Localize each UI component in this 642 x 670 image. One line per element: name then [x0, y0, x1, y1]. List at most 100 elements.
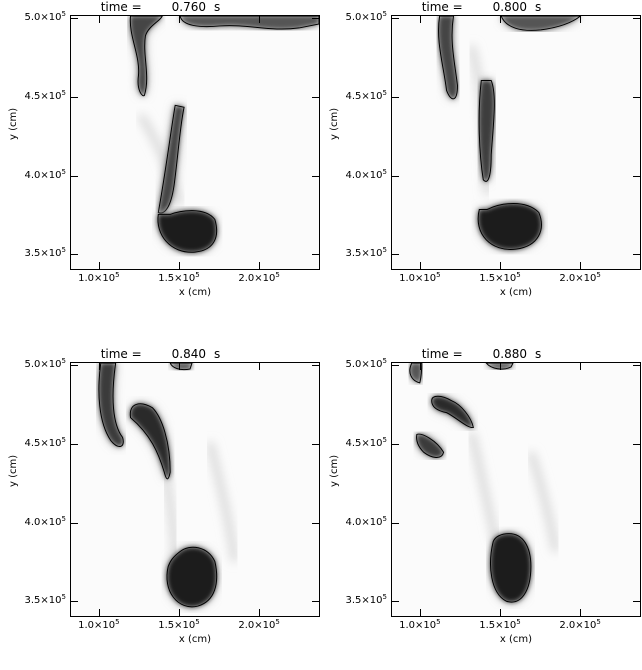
y-tick-label: 4.5×105 — [24, 435, 66, 449]
y-tick-mark — [312, 254, 320, 256]
x-tick-mark — [580, 609, 582, 617]
x-axis-label: x (cm) — [178, 634, 212, 645]
panel-0: time = 0.760 s 5.0×105 4.5×105 4.0×105 3.5×105… — [0, 0, 321, 323]
x-axis-label: x (cm) — [499, 287, 533, 298]
y-axis-label: y (cm) — [329, 454, 340, 487]
x-tick-mark — [98, 15, 100, 23]
y-tick-mark — [391, 601, 399, 603]
y-axis-label: y (cm) — [329, 107, 340, 140]
x-tick-mark — [178, 262, 180, 270]
y-tick-mark — [391, 365, 399, 367]
density-field — [98, 363, 238, 608]
bubble-contour — [157, 210, 218, 253]
x-tick-mark — [419, 362, 421, 370]
time-value: 0.880 — [492, 347, 528, 361]
x-tick-mark — [580, 15, 582, 23]
y-tick-mark — [633, 18, 641, 20]
y-tick-label: 3.5×105 — [345, 593, 387, 607]
y-tick-label: 4.0×105 — [24, 514, 66, 528]
x-axis-label: x (cm) — [178, 287, 212, 298]
bubble-contour — [431, 395, 474, 428]
bubble-contour — [98, 363, 124, 447]
bubble-fill — [490, 533, 531, 603]
y-tick-mark — [633, 254, 641, 256]
panel-title: time = 0.800 s — [321, 0, 642, 14]
bubble-contour — [490, 533, 532, 603]
y-tick-mark — [312, 443, 320, 445]
y-tick-mark — [633, 175, 641, 177]
x-tick-mark — [419, 262, 421, 270]
x-tick-mark — [98, 362, 100, 370]
bubble-fill — [130, 16, 163, 96]
x-tick-label: 1.0×105 — [399, 271, 441, 284]
x-tick-label: 1.0×105 — [78, 271, 120, 284]
x-tick-label: 1.0×105 — [399, 618, 441, 631]
y-tick-label: 4.0×105 — [345, 514, 387, 528]
time-value: 0.760 — [171, 0, 207, 14]
bubble-fill — [180, 16, 319, 30]
bubble-fill — [486, 363, 514, 370]
density-field — [129, 16, 319, 253]
x-tick-mark — [259, 609, 261, 617]
y-tick-mark — [70, 522, 78, 524]
title-prefix: time = — [100, 0, 142, 14]
bubble-fill — [98, 363, 124, 447]
y-tick-mark — [70, 18, 78, 20]
x-tick-label: 1.0×105 — [78, 618, 120, 631]
plot-area — [70, 15, 320, 270]
y-tick-mark — [312, 365, 320, 367]
y-tick-mark — [70, 175, 78, 177]
bubble-fill — [501, 16, 581, 31]
y-tick-mark — [312, 96, 320, 98]
y-tick-label: 4.5×105 — [345, 88, 387, 102]
bubble-contour — [179, 16, 319, 30]
bubble-contour — [409, 363, 423, 384]
plot-area — [391, 15, 641, 270]
bubble-fill — [157, 210, 217, 253]
bubble-fill — [166, 547, 217, 607]
x-tick-mark — [178, 15, 180, 23]
x-tick-label: 2.0×105 — [559, 271, 601, 284]
bubble-contour — [485, 363, 514, 370]
density-trail — [468, 431, 500, 543]
y-tick-label: 4.0×105 — [24, 167, 66, 181]
y-tick-mark — [633, 365, 641, 367]
y-tick-label: 5.0×105 — [345, 357, 387, 371]
x-tick-label: 2.0×105 — [559, 618, 601, 631]
y-tick-mark — [391, 18, 399, 20]
x-tick-mark — [499, 609, 501, 617]
y-tick-label: 4.5×105 — [345, 435, 387, 449]
time-unit: s — [535, 0, 542, 14]
y-tick-mark — [312, 601, 320, 603]
y-tick-mark — [391, 443, 399, 445]
x-tick-label: 1.5×105 — [479, 271, 521, 284]
x-tick-mark — [178, 362, 180, 370]
x-tick-mark — [419, 609, 421, 617]
bubble-contour — [416, 433, 445, 459]
bubble-fill — [409, 363, 422, 383]
x-tick-label: 1.5×105 — [479, 618, 521, 631]
density-trail — [206, 441, 238, 562]
y-tick-label: 5.0×105 — [24, 10, 66, 24]
time-unit: s — [214, 347, 221, 361]
y-tick-mark — [312, 18, 320, 20]
bubble-fill — [416, 434, 444, 458]
y-tick-mark — [70, 443, 78, 445]
x-tick-mark — [98, 262, 100, 270]
y-tick-mark — [633, 443, 641, 445]
bubble-contour — [129, 403, 171, 480]
x-tick-label: 1.5×105 — [158, 618, 200, 631]
bubble-contour — [166, 546, 218, 608]
x-tick-label: 1.5×105 — [158, 271, 200, 284]
y-tick-label: 5.0×105 — [24, 357, 66, 371]
y-tick-mark — [70, 96, 78, 98]
title-prefix: time = — [100, 347, 142, 361]
bubble-fill — [431, 396, 474, 428]
x-tick-mark — [499, 362, 501, 370]
y-tick-mark — [70, 601, 78, 603]
bubble-contour — [157, 104, 185, 214]
x-tick-mark — [499, 262, 501, 270]
x-tick-mark — [580, 262, 582, 270]
bubble-fill — [438, 16, 458, 99]
y-tick-mark — [312, 522, 320, 524]
